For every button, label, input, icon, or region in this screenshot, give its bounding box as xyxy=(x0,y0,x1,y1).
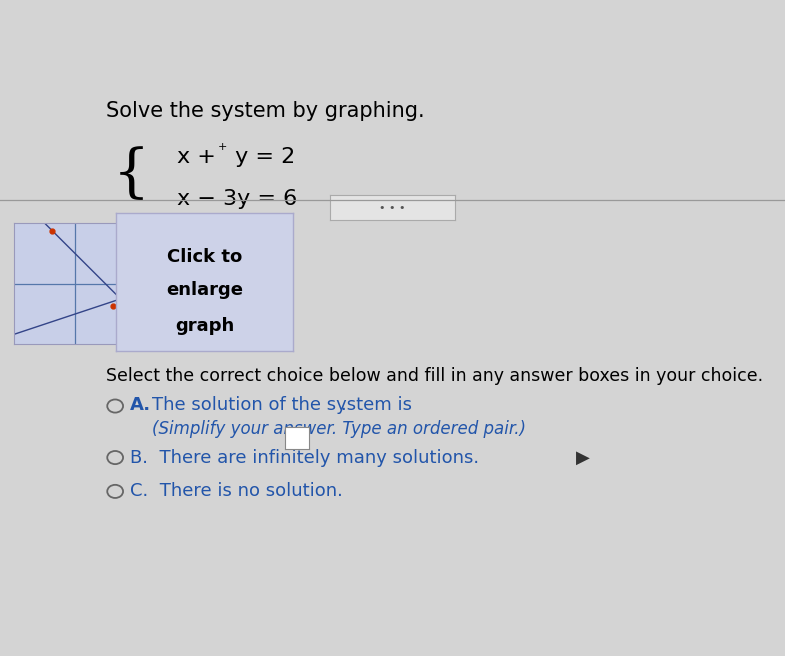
Text: Solve the system by graphing.: Solve the system by graphing. xyxy=(106,102,425,121)
Text: .: . xyxy=(340,396,346,413)
Text: x +: x + xyxy=(177,147,216,167)
Text: The solution of the system is: The solution of the system is xyxy=(152,396,411,413)
Text: B.  There are infinitely many solutions.: B. There are infinitely many solutions. xyxy=(130,449,480,466)
Text: ▶: ▶ xyxy=(575,449,590,466)
Text: +: + xyxy=(218,142,228,152)
Text: y = 2: y = 2 xyxy=(228,147,295,167)
Text: A.: A. xyxy=(130,396,152,413)
Text: x − 3y = 6: x − 3y = 6 xyxy=(177,189,298,209)
Text: graph: graph xyxy=(175,317,234,335)
Text: Select the correct choice below and fill in any answer boxes in your choice.: Select the correct choice below and fill… xyxy=(106,367,763,384)
Text: Click to: Click to xyxy=(167,248,242,266)
Text: enlarge: enlarge xyxy=(166,281,243,299)
Text: (Simplify your answer. Type an ordered pair.): (Simplify your answer. Type an ordered p… xyxy=(152,420,526,438)
Text: {: { xyxy=(113,147,150,203)
Text: • • •: • • • xyxy=(379,203,406,213)
Text: C.  There is no solution.: C. There is no solution. xyxy=(130,482,343,501)
